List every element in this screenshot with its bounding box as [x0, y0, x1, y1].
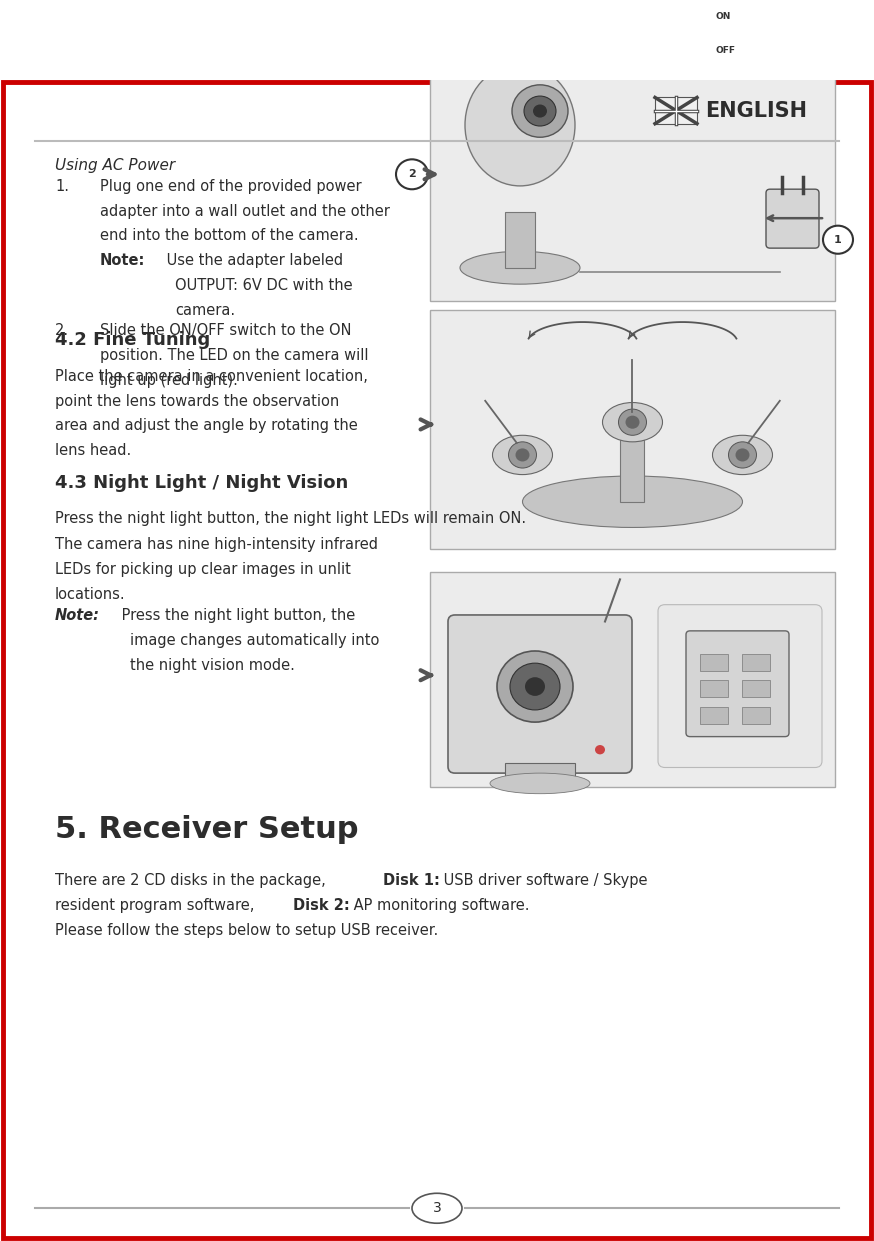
Circle shape: [619, 410, 647, 436]
Text: Note:: Note:: [100, 253, 145, 268]
Ellipse shape: [460, 252, 580, 284]
Ellipse shape: [602, 402, 662, 442]
Text: There are 2 CD disks in the package,: There are 2 CD disks in the package,: [55, 874, 330, 889]
Bar: [742, 680, 770, 697]
Text: image changes automatically into: image changes automatically into: [130, 633, 379, 648]
Text: lens head.: lens head.: [55, 443, 131, 458]
Text: 3: 3: [433, 1201, 441, 1215]
Text: 1.: 1.: [55, 179, 69, 194]
FancyBboxPatch shape: [766, 189, 819, 248]
Text: Use the adapter labeled: Use the adapter labeled: [162, 253, 343, 268]
Text: 1: 1: [834, 235, 842, 244]
Circle shape: [533, 104, 547, 118]
Text: ON: ON: [715, 12, 731, 21]
Text: adapter into a wall outlet and the other: adapter into a wall outlet and the other: [100, 204, 390, 218]
Text: OUTPUT: 6V DC with the: OUTPUT: 6V DC with the: [175, 278, 352, 293]
Circle shape: [729, 442, 757, 468]
Circle shape: [736, 448, 750, 462]
Text: USB driver software / Skype: USB driver software / Skype: [439, 874, 648, 889]
Circle shape: [509, 442, 537, 468]
Circle shape: [525, 678, 545, 696]
Bar: [742, 706, 770, 724]
Text: point the lens towards the observation: point the lens towards the observation: [55, 393, 339, 408]
Text: Slide the ON/OFF switch to the ON: Slide the ON/OFF switch to the ON: [100, 323, 351, 338]
Text: ENGLISH: ENGLISH: [705, 101, 807, 120]
Text: 4.2 Fine Tuning: 4.2 Fine Tuning: [55, 331, 211, 350]
Text: Press the night light button, the night light LEDs will remain ON.: Press the night light button, the night …: [55, 511, 526, 526]
Circle shape: [396, 159, 428, 190]
Bar: [655, 98, 697, 124]
Ellipse shape: [493, 436, 552, 474]
Text: area and adjust the angle by rotating the: area and adjust the angle by rotating th…: [55, 418, 357, 433]
Text: LEDs for picking up clear images in unlit: LEDs for picking up clear images in unli…: [55, 562, 350, 577]
Text: end into the bottom of the camera.: end into the bottom of the camera.: [100, 228, 358, 243]
Bar: [700, 706, 728, 724]
Text: OFF: OFF: [715, 46, 735, 55]
Text: Plug one end of the provided power: Plug one end of the provided power: [100, 179, 362, 194]
Circle shape: [524, 96, 556, 127]
FancyBboxPatch shape: [686, 630, 789, 737]
Ellipse shape: [465, 65, 575, 186]
Text: Disk 2:: Disk 2:: [293, 898, 350, 913]
Text: 2: 2: [408, 169, 416, 179]
Bar: [700, 680, 728, 697]
Bar: [742, 654, 770, 671]
Text: Press the night light button, the: Press the night light button, the: [117, 608, 355, 623]
Circle shape: [747, 15, 763, 30]
Text: The camera has nine high-intensity infrared: The camera has nine high-intensity infra…: [55, 537, 378, 552]
Text: position. The LED on the camera will: position. The LED on the camera will: [100, 347, 369, 362]
Circle shape: [741, 10, 769, 36]
Text: Disk 1:: Disk 1:: [383, 874, 440, 889]
Ellipse shape: [712, 436, 773, 474]
FancyBboxPatch shape: [698, 0, 787, 73]
Text: AP monitoring software.: AP monitoring software.: [349, 898, 530, 913]
Circle shape: [512, 84, 568, 138]
Bar: [505, 763, 575, 783]
FancyBboxPatch shape: [448, 616, 632, 773]
Bar: [430, 0, 835, 300]
Text: Note:: Note:: [55, 608, 100, 623]
Ellipse shape: [523, 477, 743, 527]
Text: the night vision mode.: the night vision mode.: [130, 658, 295, 673]
Ellipse shape: [412, 1194, 462, 1224]
Text: locations.: locations.: [55, 587, 126, 602]
Text: 2.: 2.: [55, 323, 69, 338]
Bar: [621, 422, 644, 501]
Bar: [700, 654, 728, 671]
Circle shape: [667, 0, 697, 2]
Circle shape: [510, 663, 560, 710]
Circle shape: [497, 652, 573, 722]
Text: 5. Receiver Setup: 5. Receiver Setup: [55, 815, 358, 844]
Text: 4.3 Night Light / Night Vision: 4.3 Night Light / Night Vision: [55, 474, 348, 491]
Circle shape: [516, 448, 530, 462]
Circle shape: [626, 416, 640, 428]
FancyBboxPatch shape: [658, 604, 822, 767]
Text: Place the camera in a convenient location,: Place the camera in a convenient locatio…: [55, 369, 368, 383]
Circle shape: [595, 745, 605, 755]
Text: light up (red light).: light up (red light).: [100, 372, 238, 387]
Circle shape: [823, 226, 853, 253]
Text: camera.: camera.: [175, 303, 235, 318]
Text: resident program software,: resident program software,: [55, 898, 259, 913]
Text: Please follow the steps below to setup USB receiver.: Please follow the steps below to setup U…: [55, 923, 438, 938]
Bar: [430, 310, 835, 549]
Text: Using AC Power: Using AC Power: [55, 159, 175, 174]
Bar: [430, 572, 835, 787]
Bar: [505, 212, 535, 268]
Ellipse shape: [490, 773, 590, 794]
